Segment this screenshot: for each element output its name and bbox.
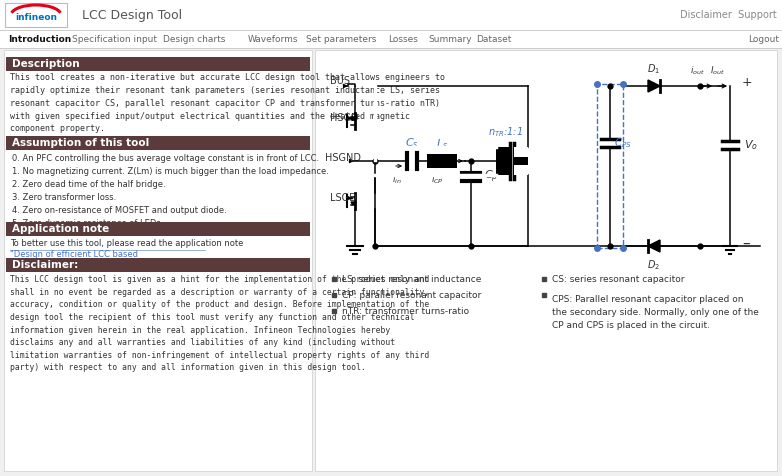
Text: 0. An PFC controlling the bus average voltage constant is in front of LCC.: 0. An PFC controlling the bus average vo… (12, 154, 319, 163)
Text: $i_{CP}$: $i_{CP}$ (431, 173, 443, 186)
Text: "Design of efficient LCC based
on ICL5102/HV combo controller IC": "Design of efficient LCC based on ICL510… (10, 250, 161, 271)
Text: HSGD: HSGD (330, 113, 359, 123)
Text: Set parameters: Set parameters (306, 34, 376, 43)
Text: Summary: Summary (428, 34, 472, 43)
Bar (5, 3, 67, 27)
Bar (597, 84, 623, 248)
Polygon shape (648, 240, 660, 252)
Polygon shape (351, 202, 355, 205)
Text: To better use this tool, please read the application note: To better use this tool, please read the… (10, 239, 246, 248)
Text: $i_{in}$: $i_{in}$ (392, 173, 402, 186)
Bar (496, 147, 510, 175)
Text: $D_2$: $D_2$ (647, 258, 661, 272)
Text: This LCC design tool is given as a hint for the implementation of the product on: This LCC design tool is given as a hint … (10, 275, 429, 373)
Text: Disclaimer:: Disclaimer: (12, 260, 78, 270)
Bar (514, 147, 528, 175)
Text: $n_{TR}$:1:1: $n_{TR}$:1:1 (487, 125, 522, 139)
Text: LS: series resonant inductance: LS: series resonant inductance (342, 275, 482, 284)
Text: $L_s$: $L_s$ (436, 137, 448, 151)
Bar (514, 147, 528, 157)
Text: CS: series resonant capacitor: CS: series resonant capacitor (552, 275, 684, 284)
Text: $V_o$: $V_o$ (744, 138, 758, 152)
Text: Description: Description (12, 59, 80, 69)
Bar (6, 222, 310, 236)
Text: CPS: Parallel resonant capacitor placed on
the secondary side. Normally, only on: CPS: Parallel resonant capacitor placed … (552, 295, 759, 330)
Text: Application note: Application note (12, 224, 109, 234)
Text: $C_p$: $C_p$ (484, 169, 498, 185)
Text: LSGD: LSGD (330, 193, 357, 203)
Text: Dataset: Dataset (476, 34, 511, 43)
Polygon shape (648, 80, 660, 92)
Text: $C_s$: $C_s$ (405, 136, 419, 150)
Bar (4, 50, 312, 471)
Text: 1. No magnetizing current. Z(Lm) is much bigger than the load impedance.: 1. No magnetizing current. Z(Lm) is much… (12, 167, 329, 176)
Bar (0, 0, 782, 30)
Text: –: – (742, 236, 750, 250)
Text: 2. Zero dead time of the half bridge.: 2. Zero dead time of the half bridge. (12, 180, 166, 189)
Text: Specification input: Specification input (72, 34, 157, 43)
Bar (514, 165, 528, 175)
Text: This tool creates a non-iterative but accurate LCC design tool that allows engin: This tool creates a non-iterative but ac… (10, 73, 445, 133)
Text: infineon: infineon (15, 12, 57, 21)
Text: Disclaimer  Support: Disclaimer Support (680, 10, 777, 20)
Text: Assumption of this tool: Assumption of this tool (12, 138, 149, 148)
Text: LCC Design Tool: LCC Design Tool (82, 9, 182, 21)
Text: +: + (742, 77, 752, 89)
Bar (0, 30, 782, 48)
Text: Design charts: Design charts (163, 34, 225, 43)
Bar (315, 50, 777, 471)
Text: $C_{PS}$: $C_{PS}$ (614, 136, 632, 150)
Text: $D_1$: $D_1$ (647, 62, 661, 76)
Text: $I_{out}$: $I_{out}$ (710, 65, 726, 77)
Bar (427, 154, 457, 168)
Text: Waveforms: Waveforms (248, 34, 299, 43)
Text: BUS: BUS (330, 76, 350, 86)
Bar (6, 136, 310, 150)
Text: Introduction: Introduction (8, 34, 71, 43)
Text: 4. Zero on-resistance of MOSFET and output diode.: 4. Zero on-resistance of MOSFET and outp… (12, 206, 227, 215)
Bar (6, 57, 310, 71)
Text: Logout: Logout (748, 34, 779, 43)
Text: $i_{out}$: $i_{out}$ (691, 65, 705, 77)
Text: Losses: Losses (388, 34, 418, 43)
Text: CP: parallel resonant capacitor: CP: parallel resonant capacitor (342, 290, 481, 299)
Text: nTR: transformer turns-ratio: nTR: transformer turns-ratio (342, 307, 469, 316)
Text: HSGND: HSGND (325, 153, 361, 163)
Text: 5. Zero dynamic resistance of LEDs.: 5. Zero dynamic resistance of LEDs. (12, 219, 163, 228)
Polygon shape (351, 117, 355, 120)
Text: 3. Zero transformer loss.: 3. Zero transformer loss. (12, 193, 117, 202)
Bar (6, 258, 310, 272)
